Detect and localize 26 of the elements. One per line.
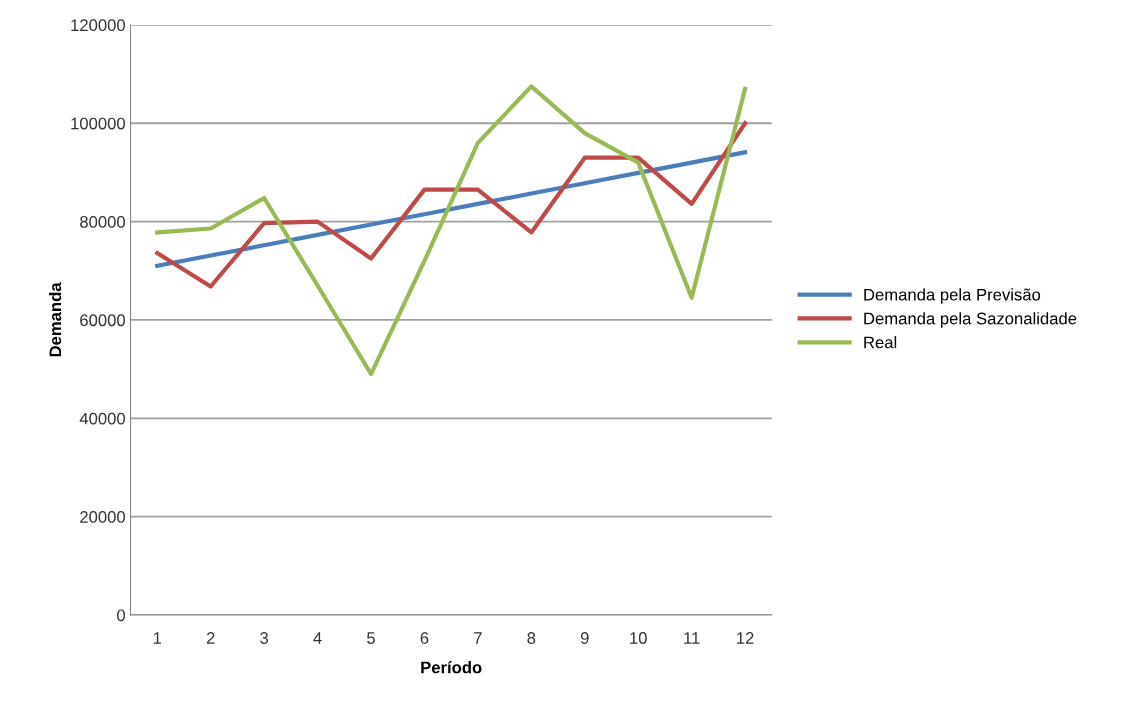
x-axis-title: Período xyxy=(421,660,482,674)
y-tick-label: 100000 xyxy=(71,117,126,130)
y-axis-title: Demanda xyxy=(48,282,62,357)
x-tick-label: 9 xyxy=(580,632,589,644)
legend-label: Demanda pela Previsão xyxy=(864,288,1041,304)
y-tick-label: 0 xyxy=(117,609,126,622)
x-tick-label: 4 xyxy=(313,632,322,644)
y-tick-label: 40000 xyxy=(79,412,126,425)
x-tick-label: 7 xyxy=(474,632,482,644)
x-tick-label: 6 xyxy=(420,632,429,644)
legend-label: Real xyxy=(864,336,897,349)
y-tick-label: 120000 xyxy=(71,19,126,32)
line-series xyxy=(155,121,748,289)
y-tick-label: 20000 xyxy=(80,511,126,523)
x-tick-label: 3 xyxy=(260,632,269,644)
line-series xyxy=(155,84,748,377)
y-tick-label: 60000 xyxy=(80,314,126,327)
x-tick-label: 12 xyxy=(737,632,754,644)
x-tick-label: 1 xyxy=(153,632,162,644)
x-tick-label: 11 xyxy=(684,632,700,644)
x-tick-label: 10 xyxy=(630,632,647,644)
x-tick-label: 5 xyxy=(367,632,375,644)
legend-label: Demanda pela Sazonalidade xyxy=(864,312,1077,328)
y-tick-label: 80000 xyxy=(80,216,126,228)
x-tick-label: 2 xyxy=(206,632,215,644)
x-tick-label: 8 xyxy=(527,632,536,644)
